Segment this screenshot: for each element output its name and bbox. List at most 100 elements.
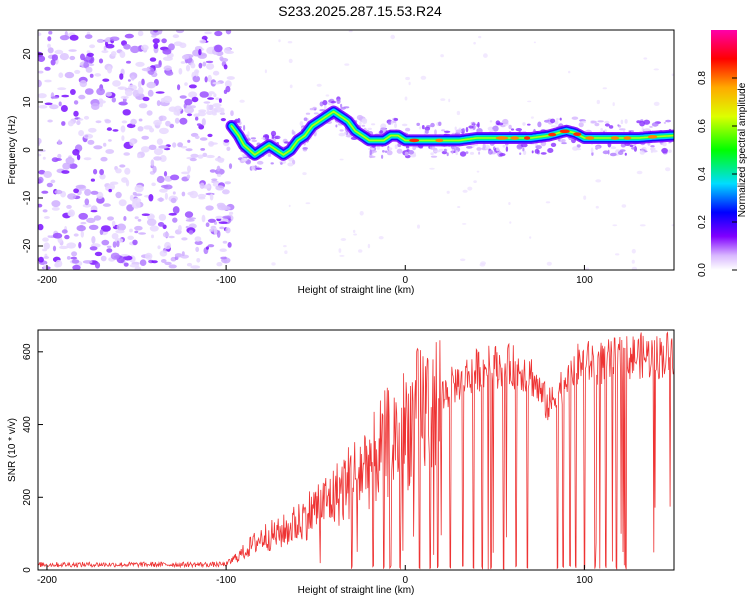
ridge-halo-dot [624, 119, 628, 124]
noise-blob [86, 52, 94, 57]
noise-blob [70, 256, 78, 260]
ridge-hotspot [610, 136, 620, 140]
noise-blob [89, 73, 94, 78]
noise-blob [88, 127, 97, 133]
ridge-halo-dot [292, 131, 296, 135]
ridge-halo-dot [668, 149, 672, 153]
ridge-halo-dot [322, 100, 328, 106]
ridge-halo-dot [469, 151, 475, 155]
noise-blob [161, 38, 167, 44]
noise-blob [127, 79, 131, 82]
noise-blob [289, 84, 293, 89]
noise-blob [602, 87, 607, 90]
noise-blob [665, 167, 671, 172]
noise-blob [378, 236, 384, 240]
noise-blob [176, 30, 184, 34]
ridge-halo-dot [438, 121, 442, 127]
ridge-halo-dot [608, 125, 614, 129]
noise-blob [93, 145, 103, 150]
colorbar-gradient [711, 30, 737, 270]
ridge-halo-dot [508, 124, 512, 130]
noise-blob [141, 213, 150, 216]
noise-blob [168, 235, 175, 239]
noise-blob [212, 112, 217, 116]
noise-blob [215, 215, 224, 219]
noise-blob [50, 59, 56, 66]
noise-blob [207, 133, 213, 138]
noise-blob [172, 191, 176, 195]
noise-blob [132, 239, 138, 246]
noise-blob [462, 223, 467, 225]
noise-blob [141, 67, 151, 72]
ridge-halo-dot [446, 152, 449, 157]
noise-blob [467, 186, 473, 191]
noise-blob [302, 172, 307, 176]
ridge-halo-dot [651, 122, 659, 127]
noise-blob [211, 108, 218, 114]
noise-blob [163, 171, 168, 177]
ridge-halo-dot [665, 119, 671, 123]
y-tick-label: 20 [22, 48, 33, 60]
noise-blob [106, 248, 113, 253]
ridge-halo-dot [624, 152, 627, 156]
noise-blob [172, 217, 178, 223]
noise-blob [43, 263, 48, 270]
ridge-halo-dot [404, 151, 409, 156]
noise-blob [339, 255, 345, 257]
noise-blob [179, 117, 188, 125]
noise-blob [51, 54, 59, 61]
ridge-halo-dot [302, 147, 309, 150]
noise-blob [129, 194, 134, 201]
noise-blob [196, 123, 202, 126]
noise-blob [99, 173, 106, 180]
noise-blob [162, 48, 172, 55]
noise-blob [42, 209, 48, 213]
ridge-halo-dot [491, 129, 494, 133]
noise-blob [191, 96, 199, 103]
ridge-halo-dot [287, 162, 294, 167]
snr-panel: -200 -100 0 100 0 200 400 600 Height of straig… [7, 329, 675, 596]
y-tick-label: 10 [22, 96, 33, 108]
ridge-hotspot [647, 135, 658, 139]
noise-blob [157, 222, 165, 227]
noise-blob [198, 48, 202, 56]
ridge-halo-dot [575, 148, 582, 151]
noise-blob [100, 255, 107, 262]
noise-blob [47, 235, 51, 238]
noise-blob [163, 65, 172, 71]
noise-blob [119, 164, 126, 168]
noise-blob [212, 70, 220, 76]
noise-blob [284, 250, 288, 254]
noise-blob [51, 207, 60, 211]
ridge-hotspot [409, 138, 420, 143]
noise-blob [42, 156, 46, 160]
noise-blob [219, 56, 224, 61]
noise-blob [631, 248, 636, 254]
noise-blob [42, 237, 49, 242]
noise-blob [418, 126, 422, 130]
noise-blob [47, 43, 51, 49]
noise-blob [105, 43, 115, 49]
noise-blob [73, 110, 79, 117]
noise-blob [186, 113, 193, 117]
ridge-halo-dot [241, 157, 248, 162]
noise-blob [595, 205, 599, 209]
ridge-halo-dot [303, 117, 308, 121]
ridge-halo-dot [237, 118, 241, 123]
colorbar-tick-label: 0.2 [697, 215, 708, 229]
noise-blob [38, 153, 42, 157]
noise-blob [219, 112, 225, 115]
x-tick-label: 100 [576, 575, 593, 586]
noise-blob [86, 217, 96, 223]
noise-blob [123, 262, 129, 267]
noise-blob [124, 89, 133, 97]
noise-blob [220, 256, 228, 260]
noise-blob [91, 236, 96, 244]
noise-blob [157, 197, 165, 202]
noise-blob [621, 204, 627, 208]
noise-blob [170, 174, 180, 181]
noise-blob [185, 64, 191, 72]
noise-blob [145, 252, 153, 260]
noise-blob [223, 139, 230, 143]
